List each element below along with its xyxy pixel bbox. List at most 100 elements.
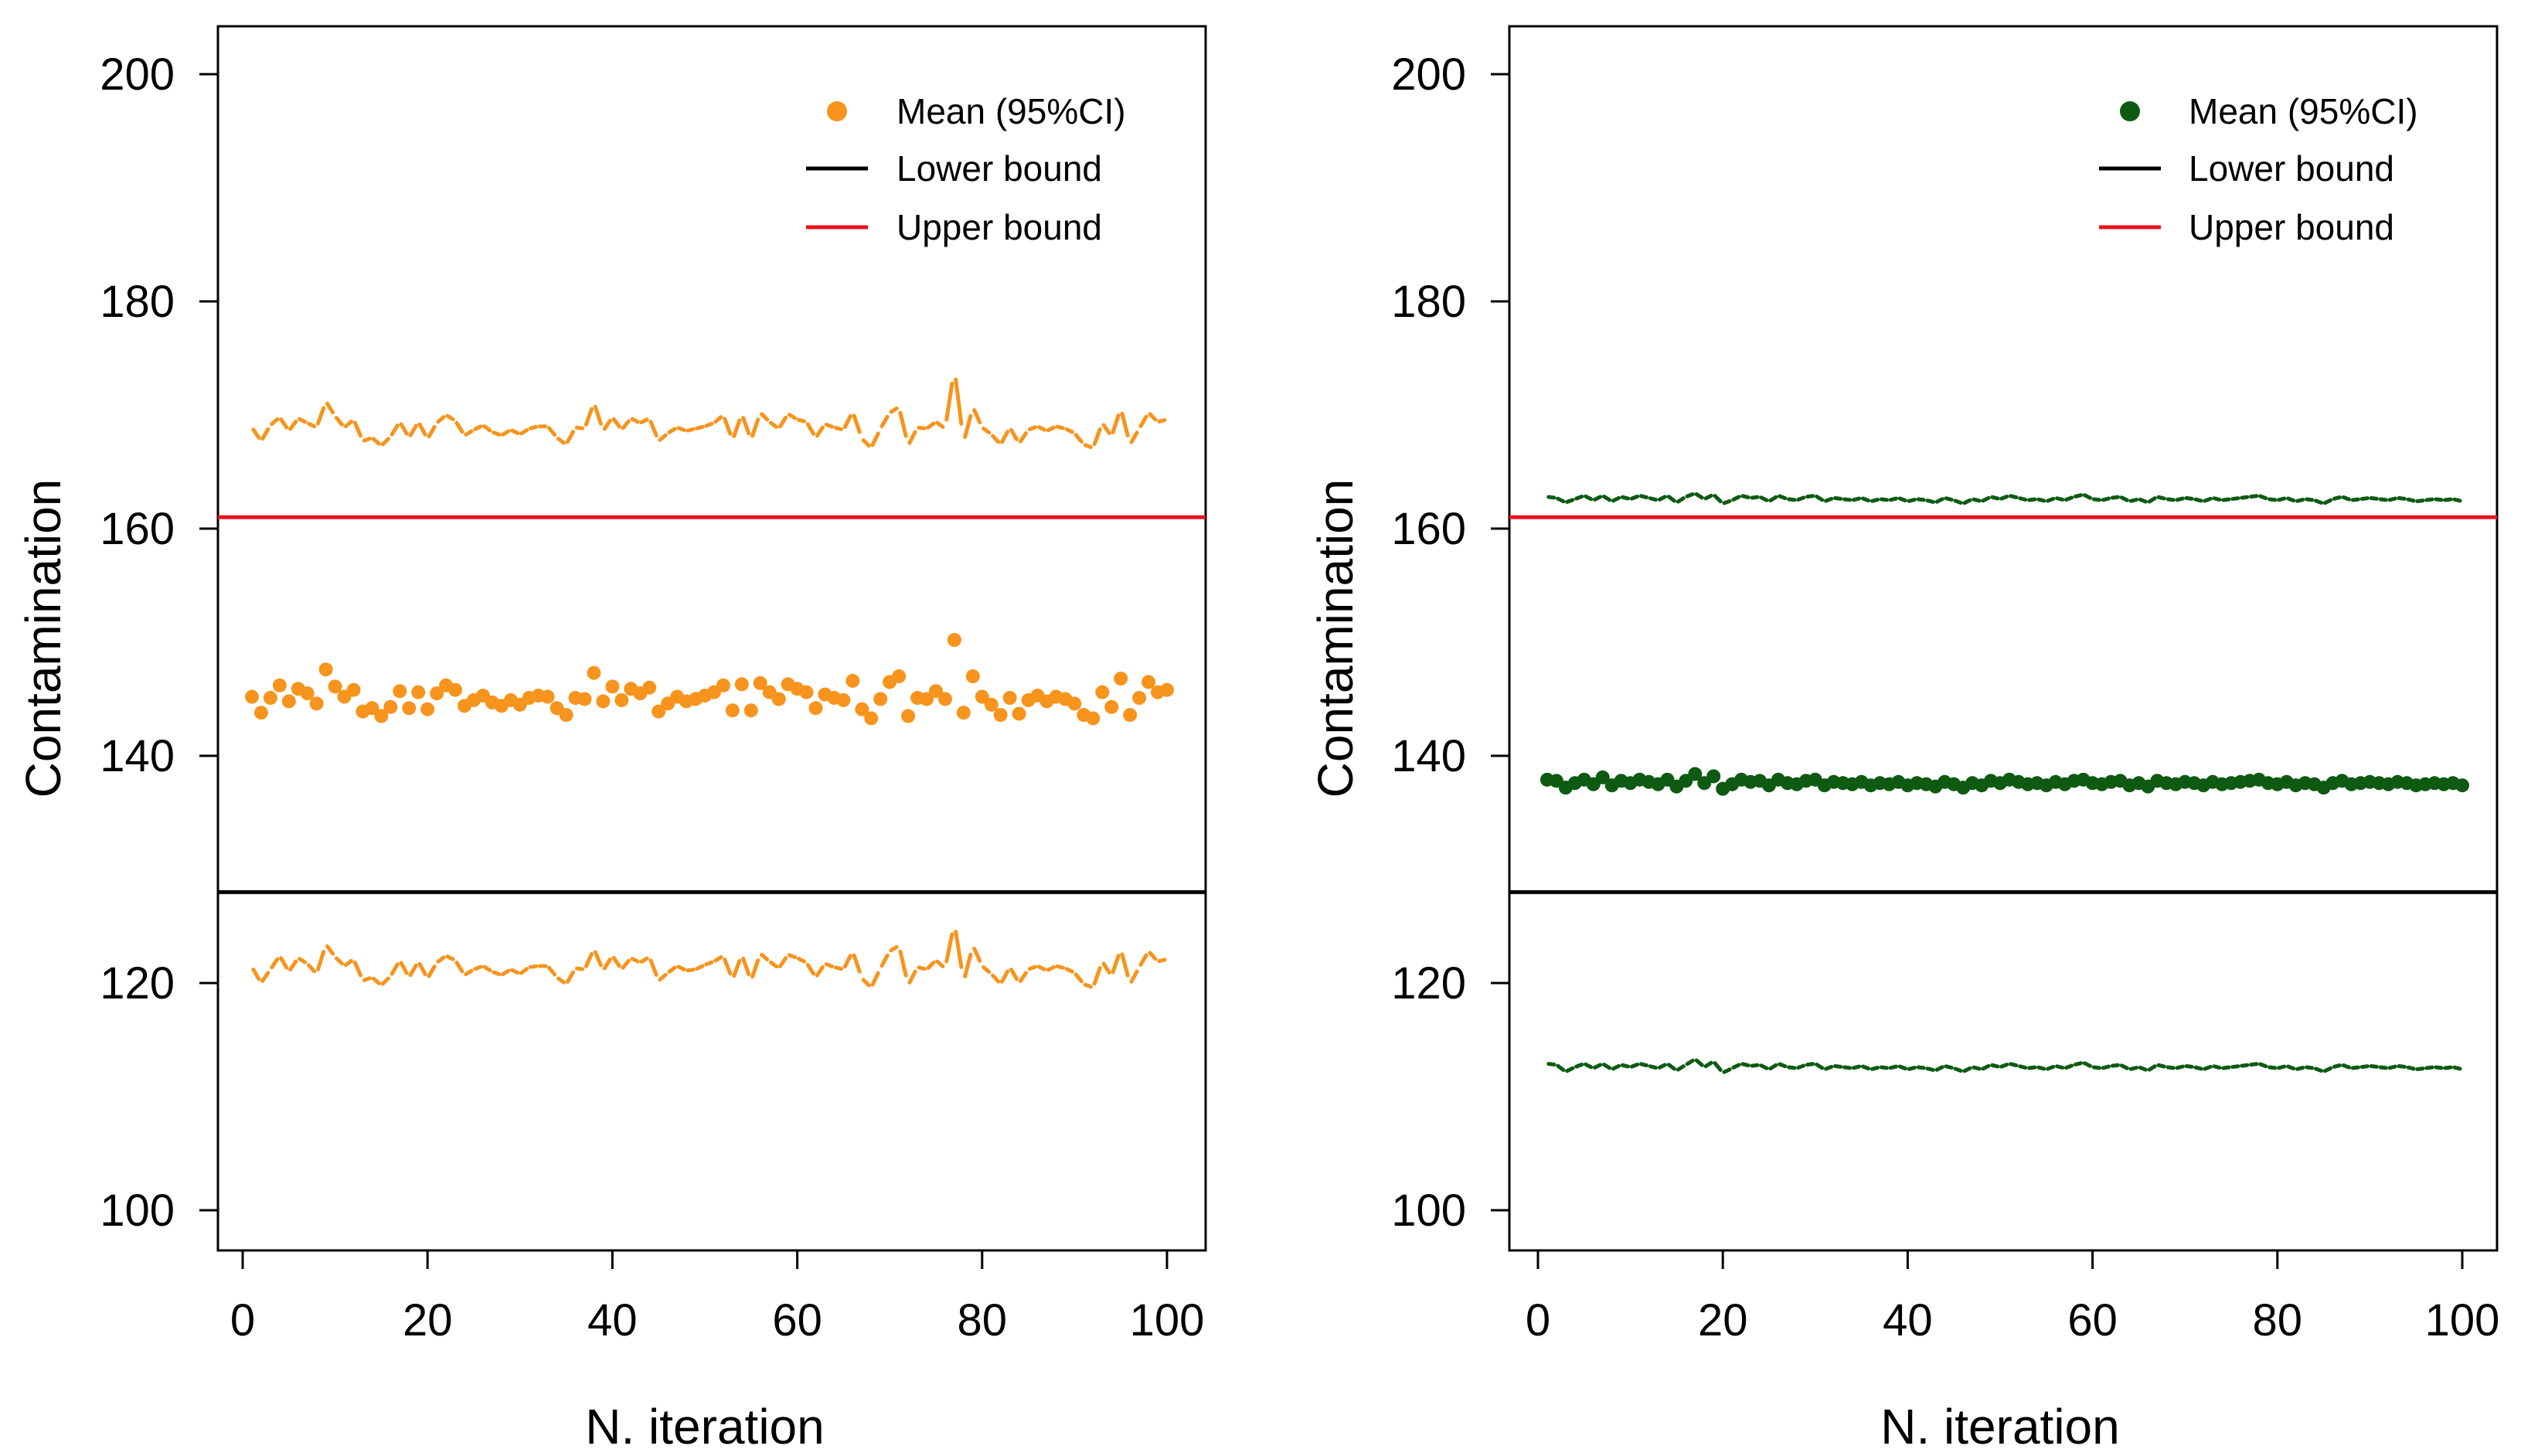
right-upper-ci-series bbox=[1546, 492, 2462, 505]
left-upper-ci-segment bbox=[390, 424, 400, 437]
right-upper-ci-segment bbox=[2258, 494, 2268, 501]
right-upper-ci-segment bbox=[2397, 496, 2407, 501]
right-upper-ci-segment bbox=[1972, 497, 1982, 503]
left-lower-ci-segment bbox=[870, 971, 880, 987]
right-upper-ci-segment bbox=[1731, 495, 1741, 502]
right-lower-ci-segment bbox=[1676, 1064, 1686, 1072]
left-mean-point bbox=[1132, 691, 1147, 706]
left-mean-point bbox=[1095, 685, 1110, 699]
left-upper-ci-segment bbox=[926, 421, 936, 430]
left-upper-ci-segment bbox=[343, 419, 354, 429]
right-upper-ci-segment bbox=[1787, 497, 1797, 502]
left-x-tick-label: 100 bbox=[1130, 1295, 1205, 1345]
left-upper-ci-segment bbox=[852, 413, 862, 434]
right-upper-ci-segment bbox=[2286, 496, 2296, 503]
left-mean-point bbox=[365, 701, 379, 716]
right-lower-ci-segment bbox=[2147, 1064, 2157, 1072]
right-upper-ci-segment bbox=[2332, 495, 2342, 501]
left-upper-ci-segment bbox=[380, 437, 390, 447]
right-lower-ci-segment bbox=[1638, 1062, 1649, 1068]
left-upper-ci-segment bbox=[667, 427, 677, 434]
left-lower-ci-segment bbox=[583, 952, 594, 968]
left-mean-point bbox=[892, 669, 907, 684]
left-mean-point bbox=[864, 711, 879, 726]
right-lower-ci-segment bbox=[1860, 1064, 1871, 1071]
right-lower-ci-segment bbox=[1869, 1066, 1880, 1071]
right-lower-ci-segment bbox=[1953, 1066, 1963, 1073]
left-mean-point bbox=[855, 702, 869, 716]
left-lower-ci-segment bbox=[842, 954, 852, 969]
right-upper-ci-segment bbox=[2212, 496, 2222, 502]
left-upper-ci-segment bbox=[1129, 430, 1139, 444]
left-upper-ci-segment bbox=[1111, 413, 1121, 434]
right-y-tick-label: 180 bbox=[1391, 277, 1466, 327]
right-lower-ci-segment bbox=[2212, 1064, 2222, 1070]
right-lower-ci-segment bbox=[1842, 1065, 1852, 1070]
left-lower-ci-segment bbox=[769, 960, 779, 969]
right-upper-ci-segment bbox=[2304, 497, 2315, 502]
right-upper-ci-segment bbox=[1981, 495, 1991, 503]
left-lower-ci-segment bbox=[944, 932, 954, 964]
right-lower-ci-segment bbox=[1768, 1063, 1778, 1071]
left-upper-ci-segment bbox=[473, 424, 483, 431]
left-lower-ci-segment bbox=[621, 958, 631, 970]
left-upper-ci-segment bbox=[593, 404, 603, 426]
right-lower-ci-segment bbox=[1962, 1066, 1972, 1073]
left-upper-ci-segment bbox=[1101, 423, 1111, 436]
left-mean-point bbox=[540, 689, 555, 704]
right-upper-ci-segment bbox=[2184, 496, 2194, 501]
right-upper-ci-segment bbox=[2341, 495, 2351, 502]
right-lower-ci-segment bbox=[1805, 1062, 1815, 1067]
left-mean-point bbox=[244, 689, 259, 704]
right-lower-ci-segment bbox=[2138, 1065, 2148, 1072]
right-upper-ci-segment bbox=[1778, 494, 1788, 501]
left-mean-point bbox=[587, 665, 601, 680]
right-upper-ci-segment bbox=[1851, 496, 1862, 502]
right-upper-ci-segment bbox=[2350, 497, 2360, 502]
left-lower-ci-segment bbox=[796, 957, 807, 964]
right-lower-ci-segment bbox=[2350, 1065, 2360, 1070]
right-upper-ci-segment bbox=[1629, 494, 1640, 501]
right-lower-ci-segment bbox=[2443, 1065, 2453, 1070]
left-y-tick-label: 140 bbox=[100, 731, 175, 781]
right-upper-ci-segment bbox=[2082, 493, 2093, 500]
left-mean-point bbox=[920, 692, 934, 706]
left-upper-ci-segment bbox=[1148, 412, 1158, 422]
left-upper-ci-segment bbox=[704, 421, 714, 428]
left-lower-ci-segment bbox=[436, 955, 446, 964]
right-upper-ci-segment bbox=[1602, 494, 1612, 502]
right-upper-ci-segment bbox=[2369, 496, 2379, 501]
right-upper-ci-segment bbox=[1944, 496, 1954, 502]
right-lower-ci-segment bbox=[2091, 1065, 2102, 1070]
right-upper-ci-segment bbox=[2128, 498, 2138, 503]
left-lower-ci-segment bbox=[390, 962, 400, 976]
right-lower-ci-segment bbox=[1796, 1063, 1806, 1070]
left-y-tick-label: 180 bbox=[100, 277, 175, 327]
left-lower-ci-segment bbox=[417, 961, 427, 977]
left-x-tick-label: 20 bbox=[403, 1295, 453, 1345]
right-legend-label: Mean (95%CI) bbox=[2189, 91, 2418, 131]
right-x-tick-label: 60 bbox=[2067, 1295, 2118, 1345]
left-y-tick-label: 200 bbox=[100, 49, 175, 100]
left-lower-ci-segment bbox=[593, 950, 603, 968]
left-upper-ci-segment bbox=[777, 415, 788, 429]
left-mean-point bbox=[263, 691, 277, 706]
left-lower-ci-segment bbox=[879, 953, 890, 968]
right-lower-ci-segment bbox=[1602, 1062, 1612, 1070]
left-lower-ci-segment bbox=[270, 957, 280, 970]
right-upper-ci-segment bbox=[2378, 497, 2388, 502]
left-lower-ci-segment bbox=[334, 956, 345, 966]
left-lower-ci-segment bbox=[1064, 967, 1074, 974]
left-lower-ci-segment bbox=[1138, 953, 1148, 967]
right-upper-ci-segment bbox=[1759, 495, 1769, 502]
left-upper-ci-segment bbox=[362, 437, 372, 443]
right-upper-ci-segment bbox=[1750, 495, 1760, 500]
left-upper-ci-segment bbox=[1083, 443, 1093, 450]
left-upper-ci-segment bbox=[602, 418, 612, 431]
left-upper-ci-segment bbox=[741, 416, 751, 436]
right-upper-ci-segment bbox=[2055, 496, 2065, 502]
left-mean-point bbox=[1141, 675, 1156, 689]
right-upper-ci-segment bbox=[1962, 498, 1972, 505]
left-upper-ci-segment bbox=[510, 428, 520, 436]
left-mean-point bbox=[642, 680, 657, 695]
